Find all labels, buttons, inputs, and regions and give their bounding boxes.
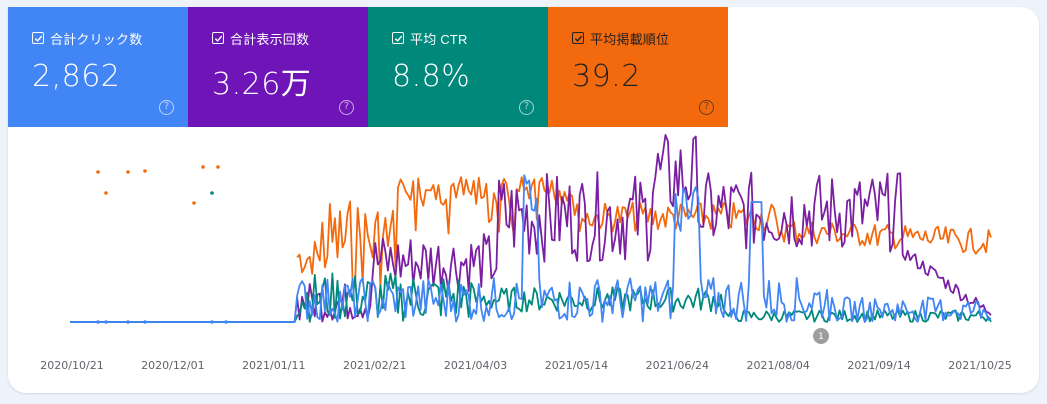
- series-point-position: [126, 170, 130, 174]
- series-point-clicks: [143, 320, 147, 324]
- x-tick-label: 2021/02/21: [343, 359, 406, 372]
- series-line-clicks: [70, 174, 992, 323]
- tile-average-ctr[interactable]: 平均 CTR 8.8% ?: [368, 7, 548, 127]
- tile-total-impressions[interactable]: 合計表示回数 3.26万 ?: [188, 7, 368, 127]
- tile-label: 平均掲載順位: [590, 31, 670, 47]
- x-tick-label: 2021/06/24: [646, 359, 709, 372]
- series-point-clicks: [224, 320, 228, 324]
- x-tick-label: 2020/10/21: [40, 359, 103, 372]
- series-point-ctr: [210, 191, 214, 195]
- help-circle-icon[interactable]: ?: [699, 100, 714, 115]
- metric-tiles: 合計クリック数 2,862 ? 合計表示回数 3.26万 ? 平均 CTR 8.…: [8, 7, 728, 127]
- tile-average-position[interactable]: 平均掲載順位 39.2 ?: [548, 7, 728, 127]
- x-tick-label: 2021/09/14: [847, 359, 910, 372]
- x-tick-label: 2021/01/11: [242, 359, 305, 372]
- tile-value: 2,862: [32, 59, 121, 94]
- series-point-clicks: [126, 320, 130, 324]
- series-point-position: [104, 191, 108, 195]
- tile-label: 平均 CTR: [410, 31, 468, 47]
- series-point-position: [96, 170, 100, 174]
- tile-label: 合計クリック数: [50, 31, 143, 47]
- annotation-label: 1: [818, 332, 824, 342]
- tile-value: 8.8%: [392, 59, 471, 94]
- x-tick-label: 2021/10/25: [948, 359, 1011, 372]
- series-point-clicks: [96, 320, 100, 324]
- tile-value: 39.2: [572, 59, 641, 94]
- series-point-position: [216, 165, 220, 169]
- chart-svg: 1 2020/10/21 2020/12/01 2021/01/11 2021/02/…: [40, 134, 1012, 372]
- checkbox-checked-icon[interactable]: [32, 32, 44, 44]
- x-tick-label: 2021/05/14: [545, 359, 608, 372]
- series-point-clicks: [104, 320, 108, 324]
- help-circle-icon[interactable]: ?: [519, 100, 534, 115]
- checkbox-checked-icon[interactable]: [392, 32, 404, 44]
- help-circle-icon[interactable]: ?: [159, 100, 174, 115]
- performance-card: 合計クリック数 2,862 ? 合計表示回数 3.26万 ? 平均 CTR 8.…: [8, 7, 1039, 393]
- performance-chart: 1 2020/10/21 2020/12/01 2021/01/11 2021/02/…: [8, 127, 1039, 393]
- x-tick-label: 2021/08/04: [747, 359, 810, 372]
- annotation-dot[interactable]: [813, 328, 829, 344]
- tile-label: 合計表示回数: [230, 31, 310, 47]
- tile-total-clicks[interactable]: 合計クリック数 2,862 ?: [8, 7, 188, 127]
- x-tick-label: 2021/04/03: [444, 359, 507, 372]
- checkbox-checked-icon[interactable]: [212, 32, 224, 44]
- series-line-impressions: [70, 134, 992, 323]
- help-circle-icon[interactable]: ?: [339, 100, 354, 115]
- series-point-position: [143, 169, 147, 173]
- series-line-position: [296, 176, 992, 287]
- series-point-position: [201, 165, 205, 169]
- series-point-clicks: [210, 320, 214, 324]
- tile-value: 3.26万: [212, 67, 312, 102]
- series-point-position: [192, 201, 196, 205]
- annotation-marker[interactable]: 1: [813, 328, 829, 344]
- x-tick-label: 2020/12/01: [141, 359, 204, 372]
- checkbox-checked-icon[interactable]: [572, 32, 584, 44]
